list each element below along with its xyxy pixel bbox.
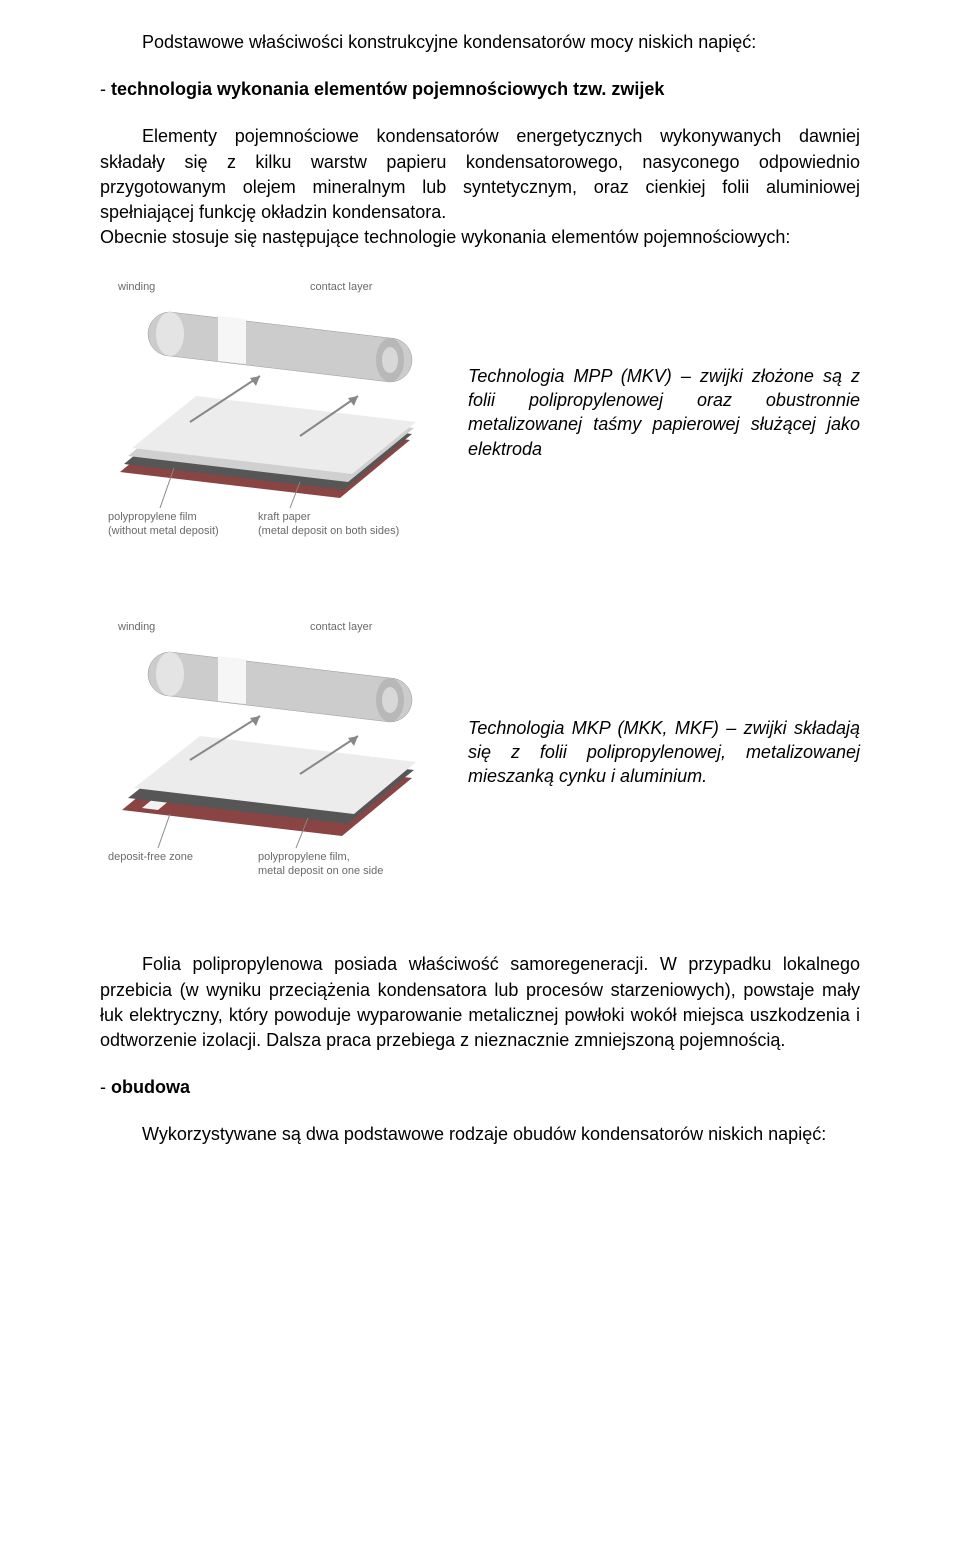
- list1-prefix: -: [100, 79, 111, 99]
- label-pp-film-b: polypropylene film,: [258, 851, 350, 863]
- sheets-icon-2: [122, 716, 416, 836]
- list-item-technology: - technologia wykonania elementów pojemn…: [100, 77, 860, 102]
- label-winding: winding: [117, 281, 155, 293]
- label-pp-film-b2: metal deposit on one side: [258, 865, 383, 877]
- tech2-description: Technologia MKP (MKK, MKF) – zwijki skła…: [468, 716, 860, 789]
- intro-paragraph: Elementy pojemnościowe kondensatorów ene…: [100, 124, 860, 225]
- label-pp-film2: (without metal deposit): [108, 525, 219, 537]
- label-contact-layer-2: contact layer: [310, 621, 373, 633]
- outro-paragraph: Wykorzystywane są dwa podstawowe rodzaje…: [100, 1122, 860, 1147]
- label-deposit-free: deposit-free zone: [108, 851, 193, 863]
- diagram-mkp: winding contact layer: [100, 612, 440, 892]
- tech1-description: Technologia MPP (MKV) – zwijki złożone s…: [468, 364, 860, 461]
- label-winding-2: winding: [117, 621, 155, 633]
- selfheal-paragraph: Folia polipropylenowa posiada właściwość…: [100, 952, 860, 1053]
- label-kraft2: (metal deposit on both sides): [258, 525, 399, 537]
- roll-icon-2: [148, 652, 412, 722]
- header-intro: Podstawowe właściwości konstrukcyjne kon…: [100, 30, 860, 55]
- diagram-mpp: winding contact layer: [100, 272, 440, 552]
- label-contact-layer: contact layer: [310, 281, 373, 293]
- page-container: Podstawowe właściwości konstrukcyjne kon…: [0, 0, 960, 1187]
- list2-prefix: -: [100, 1077, 111, 1097]
- tech-block-mpp: winding contact layer: [100, 272, 860, 552]
- intro-paragraph-2: Obecnie stosuje się następujące technolo…: [100, 225, 860, 250]
- list2-text: obudowa: [111, 1077, 190, 1097]
- list-item-obudowa: - obudowa: [100, 1075, 860, 1100]
- sheets-icon: [120, 376, 416, 498]
- roll-icon: [148, 312, 412, 382]
- label-pp-film: polypropylene film: [108, 511, 197, 523]
- tech-block-mkp: winding contact layer: [100, 612, 860, 892]
- list1-text: technologia wykonania elementów pojemnoś…: [111, 79, 664, 99]
- label-kraft: kraft paper: [258, 511, 311, 523]
